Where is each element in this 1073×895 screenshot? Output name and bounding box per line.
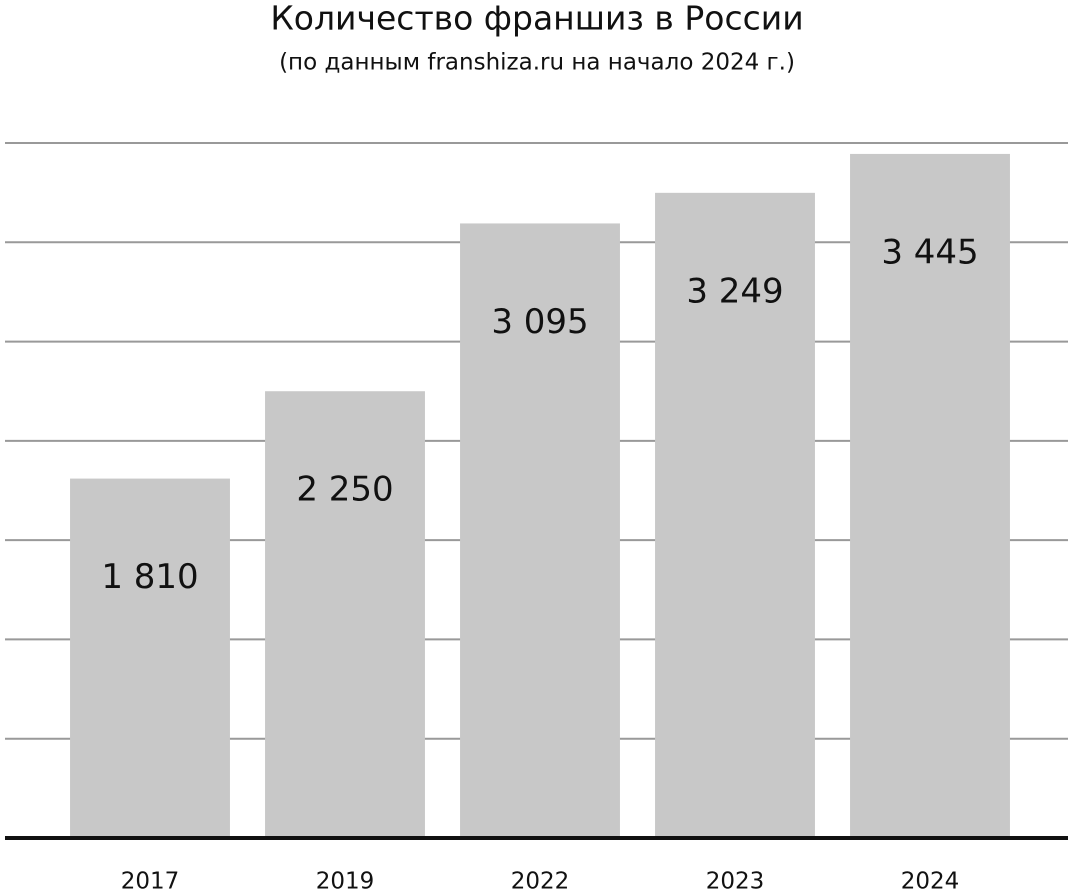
x-tick-label: 2023 (706, 869, 765, 895)
bar (70, 478, 230, 838)
bar (265, 391, 425, 838)
value-label: 3 445 (881, 232, 978, 272)
chart-subtitle: (по данным franshiza.ru на начало 2024 г… (279, 50, 795, 76)
value-label: 1 810 (101, 557, 198, 597)
x-tick-label: 2017 (121, 869, 180, 895)
bar (460, 223, 620, 838)
value-label: 3 249 (686, 271, 783, 311)
chart-title: Количество франшиз в России (270, 0, 803, 38)
value-label: 3 095 (491, 302, 588, 342)
bar (655, 192, 815, 838)
x-tick-label: 2022 (511, 869, 570, 895)
value-label: 2 250 (296, 470, 393, 510)
x-tick-label: 2024 (901, 869, 960, 895)
x-tick-label: 2019 (316, 869, 375, 895)
bar (850, 153, 1010, 838)
